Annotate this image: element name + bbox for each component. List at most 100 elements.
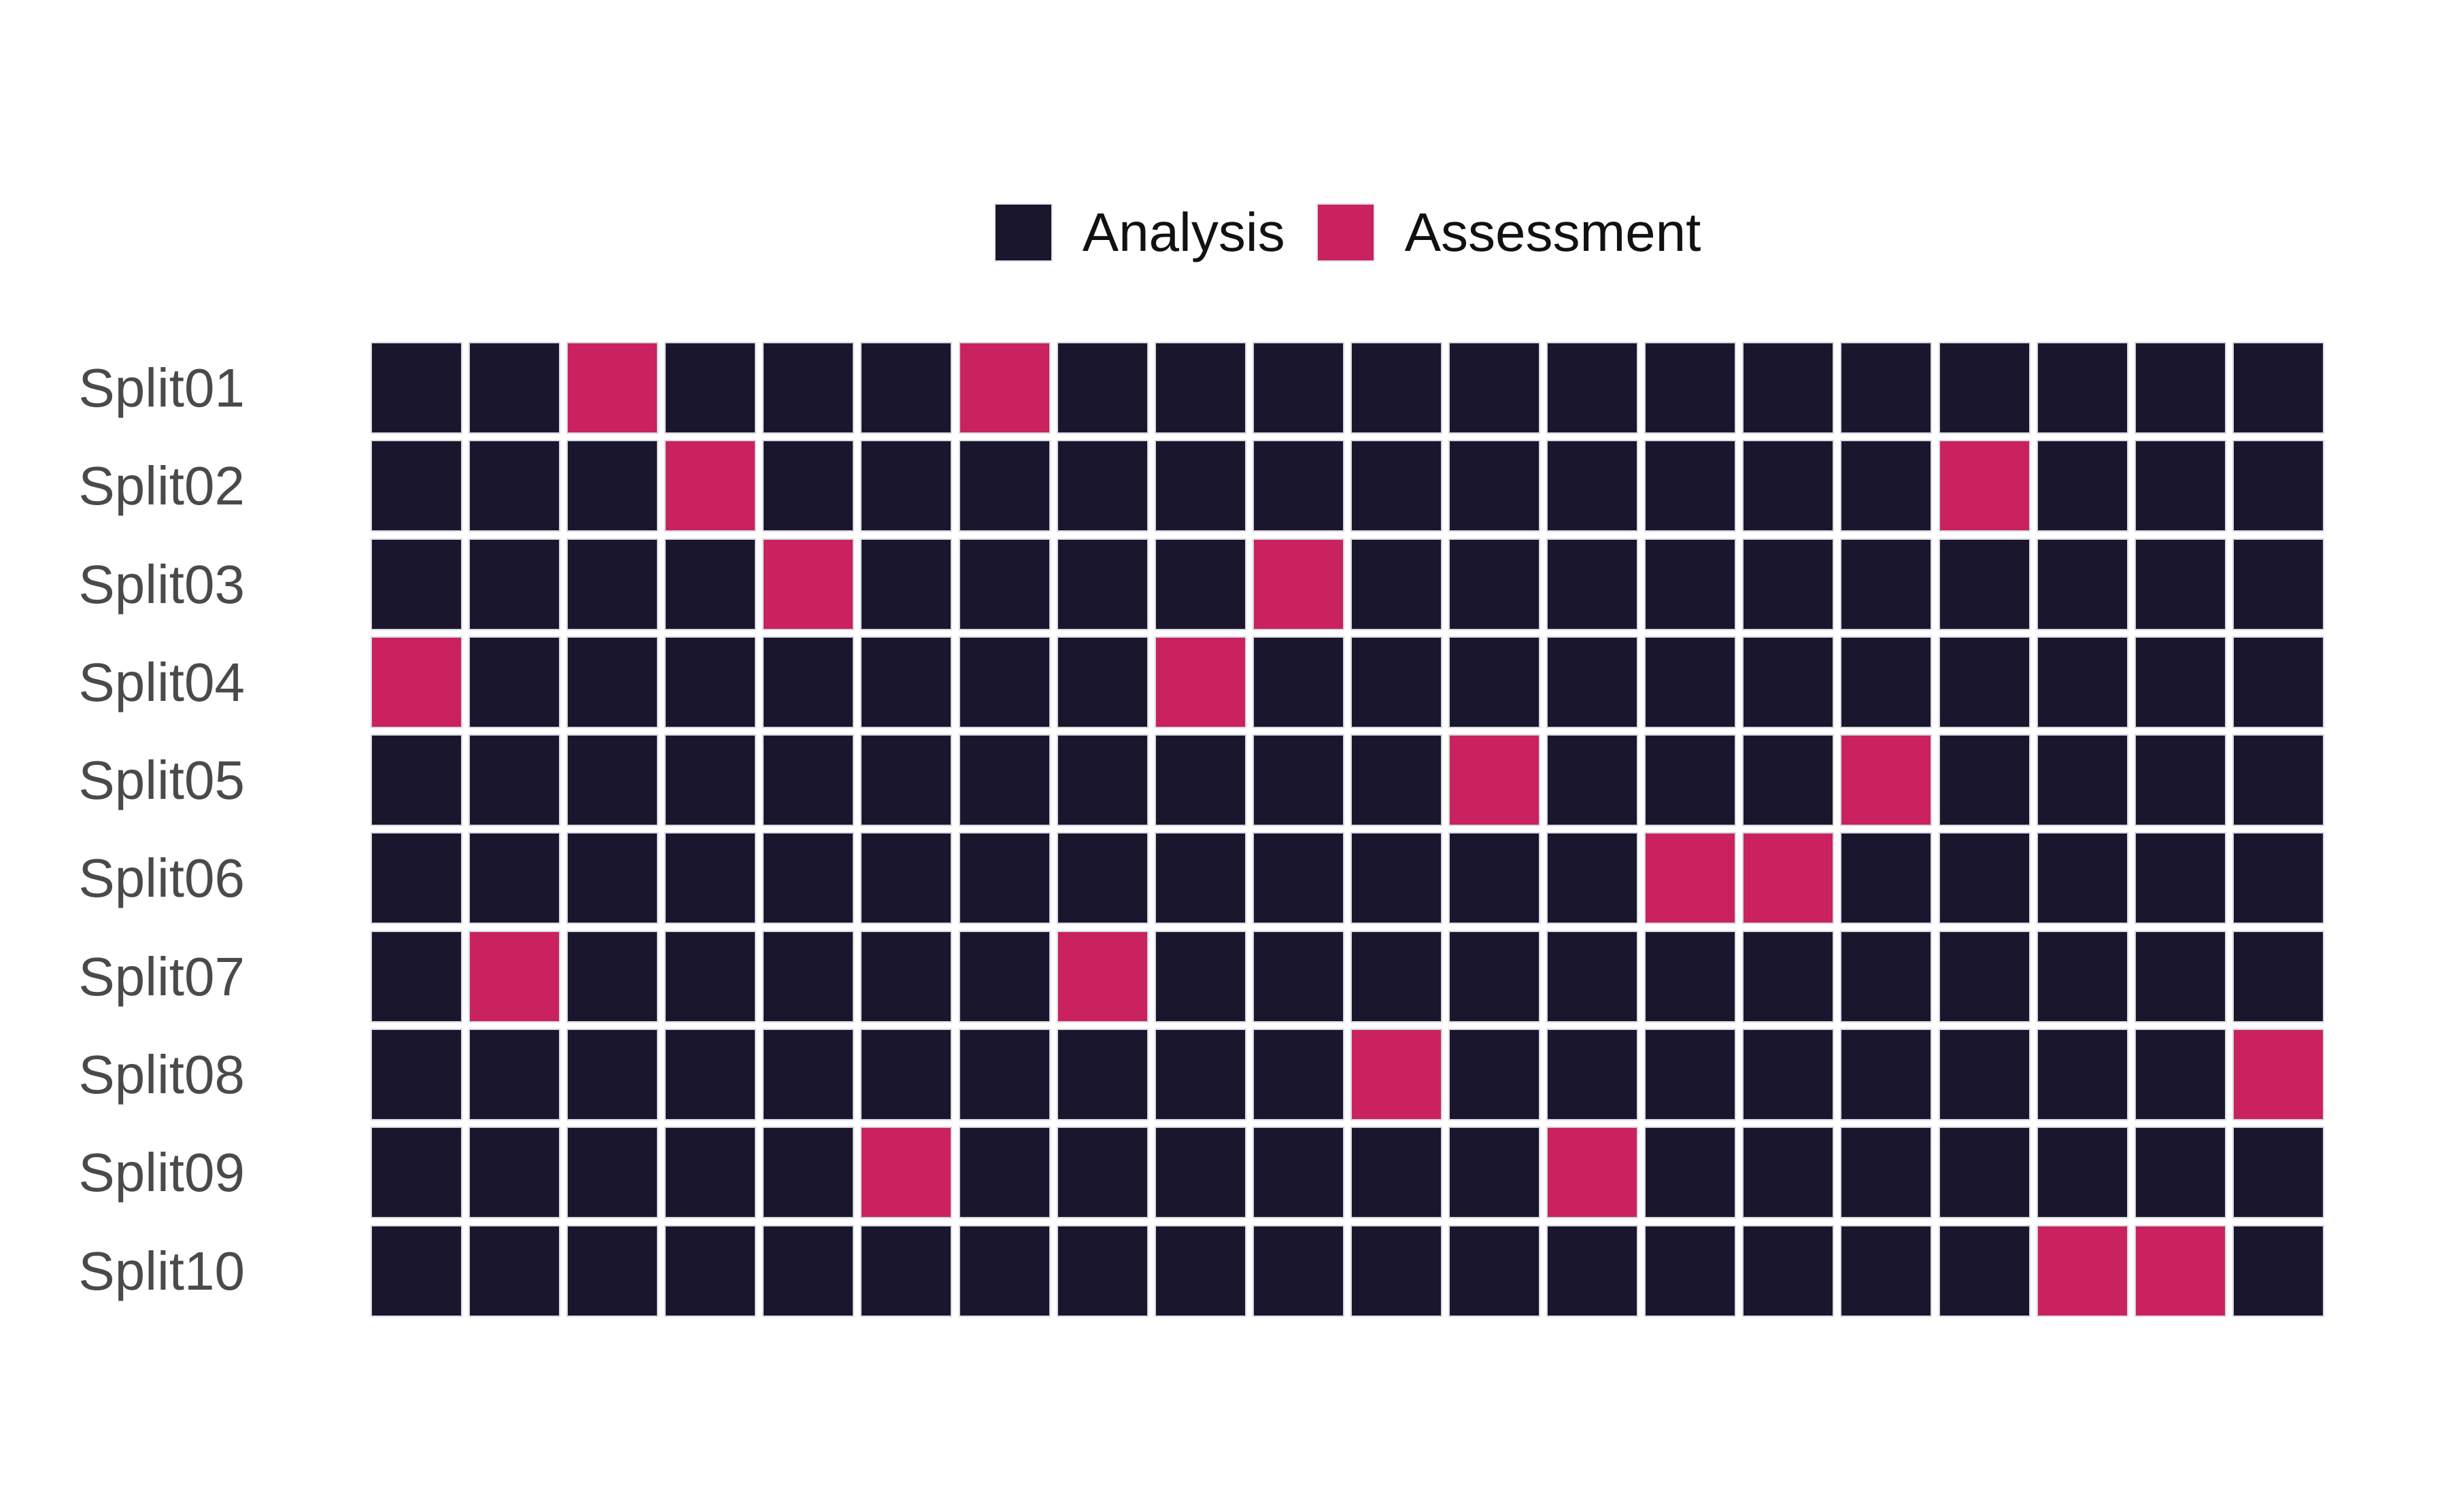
split-row-split06: Split06 xyxy=(0,832,2324,925)
grid-cell-analysis xyxy=(1448,1127,1541,1219)
grid-cell-analysis xyxy=(1938,342,2030,434)
grid-cell-analysis xyxy=(958,1127,1051,1219)
grid-cell-analysis xyxy=(469,734,561,827)
grid-cell-analysis xyxy=(958,1224,1051,1317)
grid-cell-analysis xyxy=(664,636,757,728)
grid-cell-analysis xyxy=(1448,930,1541,1023)
grid-cell-analysis xyxy=(2134,930,2226,1023)
grid-cell-analysis xyxy=(1154,342,1246,434)
grid-cell-analysis xyxy=(1252,832,1344,925)
grid-cell-analysis xyxy=(1644,1127,1737,1219)
grid-cell-analysis xyxy=(1546,1029,1639,1121)
grid-cell-assessment xyxy=(1938,440,2030,532)
grid-cell-analysis xyxy=(469,1127,561,1219)
legend-label-assessment: Assessment xyxy=(1404,202,1701,262)
grid-cell-assessment xyxy=(566,342,659,434)
grid-cell-analysis xyxy=(1644,930,1737,1023)
grid-cell-analysis xyxy=(1840,636,1933,728)
grid-cell-analysis xyxy=(762,734,855,827)
row-cells xyxy=(371,440,2324,532)
row-label: Split02 xyxy=(78,456,245,517)
grid-cell-assessment xyxy=(2232,1029,2324,1121)
grid-cell-analysis xyxy=(762,1224,855,1317)
grid-cell-analysis xyxy=(1546,832,1639,925)
grid-cell-analysis xyxy=(860,930,953,1023)
grid-cell-analysis xyxy=(1742,636,1835,728)
grid-cell-analysis xyxy=(1938,636,2030,728)
grid-cell-assessment xyxy=(1644,832,1737,925)
grid-cell-analysis xyxy=(762,832,855,925)
grid-cell-analysis xyxy=(566,636,659,728)
grid-cell-analysis xyxy=(1154,538,1246,630)
grid-cell-analysis xyxy=(2036,1127,2128,1219)
grid-cell-analysis xyxy=(664,832,757,925)
grid-cell-analysis xyxy=(2134,636,2226,728)
row-cells xyxy=(371,342,2324,434)
grid-cell-analysis xyxy=(1252,440,1344,532)
grid-cell-analysis xyxy=(1644,342,1737,434)
grid-cell-analysis xyxy=(958,734,1051,827)
grid-cell-analysis xyxy=(664,1127,757,1219)
grid-cell-analysis xyxy=(1056,538,1149,630)
grid-cell-analysis xyxy=(1448,538,1541,630)
grid-cell-analysis xyxy=(1840,342,1933,434)
grid-cell-analysis xyxy=(958,636,1051,728)
grid-cell-analysis xyxy=(1154,440,1246,532)
row-label: Split10 xyxy=(78,1240,245,1301)
row-cells xyxy=(371,1029,2324,1121)
grid-cell-analysis xyxy=(566,1127,659,1219)
grid-cell-analysis xyxy=(1742,1224,1835,1317)
grid-cell-analysis xyxy=(1350,342,1442,434)
grid-cell-analysis xyxy=(2134,342,2226,434)
split-row-split03: Split03 xyxy=(0,538,2324,630)
grid-cell-analysis xyxy=(1840,538,1933,630)
grid-cell-analysis xyxy=(1546,1224,1639,1317)
grid-cell-analysis xyxy=(1056,734,1149,827)
grid-cell-analysis xyxy=(958,832,1051,925)
grid-cell-analysis xyxy=(566,1029,659,1121)
grid-cell-analysis xyxy=(469,538,561,630)
grid-cell-analysis xyxy=(1644,734,1737,827)
grid-cell-analysis xyxy=(1350,930,1442,1023)
legend-label-analysis: Analysis xyxy=(1082,202,1285,262)
grid-cell-analysis xyxy=(1742,440,1835,532)
row-cells xyxy=(371,538,2324,630)
grid-cell-assessment xyxy=(1056,930,1149,1023)
grid-cell-analysis xyxy=(1742,930,1835,1023)
analysis-swatch-icon xyxy=(993,203,1053,262)
grid-cell-analysis xyxy=(1448,440,1541,532)
grid-cell-analysis xyxy=(1154,1029,1246,1121)
row-label: Split04 xyxy=(78,651,245,712)
row-label: Split03 xyxy=(78,553,245,615)
grid-cell-analysis xyxy=(1350,734,1442,827)
grid-cell-analysis xyxy=(1938,832,2030,925)
grid-cell-analysis xyxy=(2036,832,2128,925)
grid-cell-analysis xyxy=(1448,1029,1541,1121)
grid-cell-analysis xyxy=(2232,734,2324,827)
grid-cell-analysis xyxy=(1938,1029,2030,1121)
grid-cell-analysis xyxy=(566,1224,659,1317)
grid-cell-analysis xyxy=(1252,1127,1344,1219)
grid-cell-analysis xyxy=(1252,636,1344,728)
grid-cell-analysis xyxy=(2232,1224,2324,1317)
grid-cell-analysis xyxy=(1546,930,1639,1023)
grid-cell-analysis xyxy=(1056,1224,1149,1317)
grid-cell-analysis xyxy=(762,1127,855,1219)
grid-cell-analysis xyxy=(860,636,953,728)
row-label: Split08 xyxy=(78,1044,245,1105)
grid-cell-analysis xyxy=(469,832,561,925)
grid-cell-assessment xyxy=(1448,734,1541,827)
row-label: Split01 xyxy=(78,358,245,418)
grid-cell-analysis xyxy=(1350,1127,1442,1219)
grid-cell-analysis xyxy=(1448,1224,1541,1317)
grid-cell-analysis xyxy=(371,342,462,434)
grid-cell-analysis xyxy=(1546,440,1639,532)
grid-cell-analysis xyxy=(2134,734,2226,827)
grid-cell-analysis xyxy=(469,1224,561,1317)
grid-cell-analysis xyxy=(2134,1029,2226,1121)
row-cells xyxy=(371,930,2324,1023)
grid-cell-analysis xyxy=(2036,636,2128,728)
grid-cell-analysis xyxy=(860,832,953,925)
grid-cell-assessment xyxy=(860,1127,953,1219)
